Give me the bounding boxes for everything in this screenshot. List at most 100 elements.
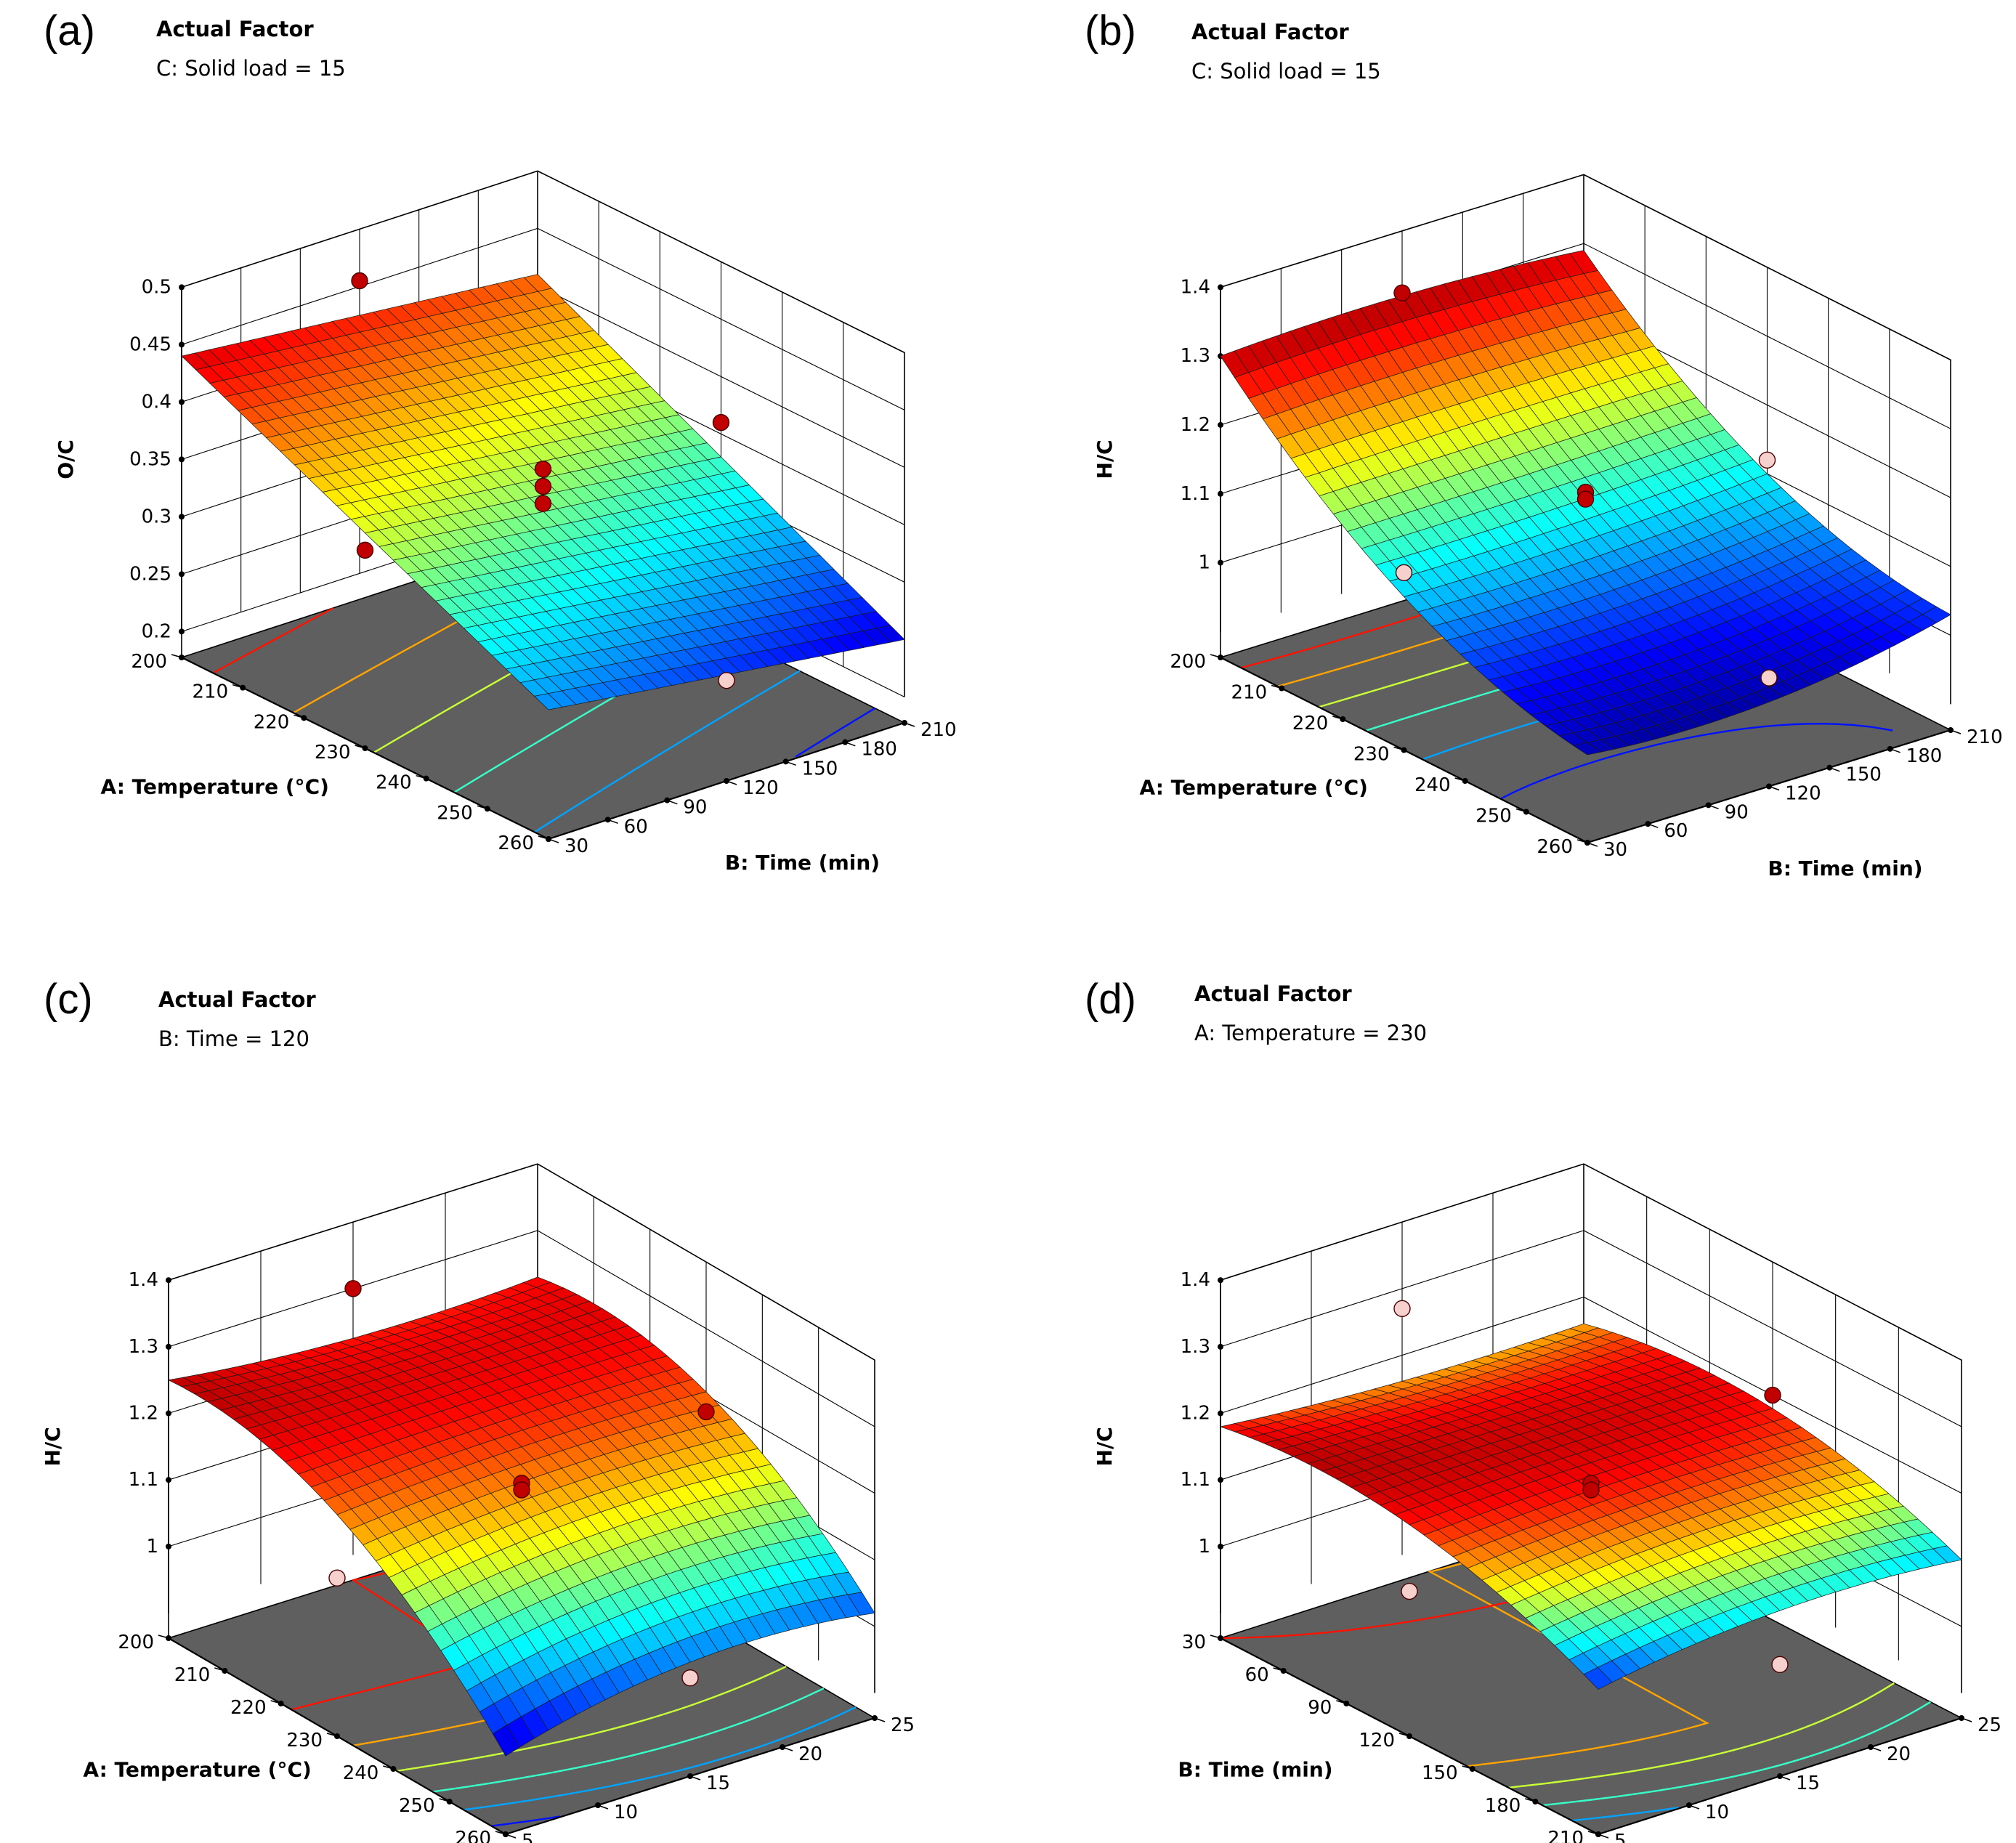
- x-tick-mark: [1336, 1700, 1347, 1704]
- contour-line: [1542, 1701, 1931, 1807]
- x-tick-mark: [1398, 1733, 1410, 1737]
- x-tick-label: 220: [254, 711, 290, 733]
- z-gridline: [181, 170, 905, 353]
- x-tick-mark: [171, 654, 182, 658]
- y-tick-label: 120: [742, 777, 779, 799]
- design-point-above: [1393, 284, 1411, 301]
- y-tick-label: 120: [1785, 783, 1821, 805]
- x-tick-mark: [294, 714, 304, 719]
- y-tick-mark: [845, 741, 856, 747]
- x-tick-label: 230: [315, 742, 351, 763]
- contour-line: [1571, 1806, 1680, 1822]
- x-tick-mark: [383, 1765, 394, 1770]
- z-tick-label: 1.2: [1181, 1403, 1210, 1425]
- x-tick-mark: [1515, 808, 1527, 813]
- actual-factor-title: Actual Factor: [1191, 20, 1349, 44]
- design-point-below: [1401, 1582, 1418, 1600]
- z-tick-label: 0.5: [142, 276, 171, 298]
- surface-cell: [492, 1725, 520, 1757]
- x-tick-label: 220: [230, 1697, 267, 1719]
- z-tick-label: 0.3: [142, 506, 171, 527]
- axes: 200 210 220 230 240 250 260 5 10 15 20 25 1 1.1 1.2 1.3…: [118, 1269, 915, 1843]
- axes: 200 210 220 230 240 250 260 30 60 90 120 150 180 210 1…: [1170, 276, 2002, 861]
- x-tick-label: 30: [1182, 1632, 1206, 1653]
- response-surface: [181, 274, 905, 710]
- x-tick-label: 230: [1353, 744, 1390, 766]
- panel-0: 200 210 220 230 240 250 260 30 60 90 120 150 180 210 0…: [44, 7, 957, 875]
- design-points: [351, 272, 735, 689]
- contour-line: [534, 670, 801, 833]
- x-tick-label: 120: [1359, 1730, 1395, 1751]
- y-tick-label: 25: [891, 1714, 915, 1736]
- z-axis-label: H/C: [1093, 1427, 1117, 1466]
- y-tick-mark: [1708, 804, 1719, 810]
- actual-factor-title: Actual Factor: [158, 987, 316, 1012]
- x-tick-mark: [1462, 1765, 1473, 1770]
- z-tick-label: 1.1: [129, 1469, 158, 1491]
- design-points: [328, 1280, 715, 1687]
- x-tick-mark: [477, 805, 488, 810]
- x-tick-label: 60: [1245, 1664, 1269, 1686]
- y-tick-mark: [782, 1746, 793, 1751]
- design-point-above: [344, 1280, 362, 1297]
- design-point-above: [697, 1403, 715, 1421]
- x-tick-label: 240: [343, 1762, 379, 1784]
- surface-cell: [1583, 1666, 1613, 1690]
- x-tick-mark: [1454, 777, 1465, 782]
- z-tick-label: 0.25: [129, 563, 171, 585]
- x-tick-label: 90: [1308, 1697, 1332, 1719]
- y-tick-mark: [689, 1775, 701, 1781]
- y-axis-label: B: Time (min): [725, 851, 880, 875]
- contour-line: [432, 1688, 825, 1793]
- panel-2: 200 210 220 230 240 250 260 5 10 15 20 25 1 1.1 1.2 1.3…: [41, 976, 915, 1843]
- y-tick-label: 10: [1705, 1802, 1729, 1823]
- x-tick-label: 240: [376, 772, 412, 794]
- z-tick-label: 1: [1198, 552, 1210, 574]
- z-axis-label: H/C: [1093, 440, 1117, 479]
- x-tick-mark: [355, 745, 365, 749]
- x-tick-mark: [1393, 746, 1404, 751]
- actual-factor-value: C: Solid load = 15: [1191, 59, 1381, 84]
- y-tick-mark: [1950, 729, 1962, 734]
- design-point-below: [681, 1669, 699, 1687]
- x-axis-label: B: Time (min): [1178, 1758, 1332, 1782]
- y-tick-label: 60: [624, 816, 648, 838]
- response-surface: [167, 1276, 875, 1757]
- y-tick-mark: [785, 761, 796, 766]
- y-tick-label: 180: [861, 739, 897, 761]
- y-tick-mark: [726, 780, 737, 785]
- design-point-below: [1771, 1656, 1789, 1674]
- design-point-above: [534, 477, 552, 495]
- panel-3: 30 60 90 120 150 180 210 5 10 15 20 25 1 1.1 1.2 1.3 1.4…: [1085, 976, 2001, 1843]
- design-point-below: [328, 1569, 346, 1587]
- design-point-above: [1764, 1386, 1781, 1404]
- y-tick-label: 30: [564, 835, 588, 857]
- x-tick-label: 210: [1231, 682, 1268, 704]
- panel-letter: (a): [44, 7, 95, 54]
- x-tick-mark: [214, 1667, 225, 1672]
- x-tick-mark: [326, 1733, 338, 1737]
- y-tick-mark: [597, 1804, 609, 1810]
- y-tick-label: 20: [1887, 1743, 1911, 1765]
- x-tick-label: 260: [455, 1828, 491, 1843]
- design-point-above: [1582, 1481, 1600, 1499]
- contour-line: [1508, 1682, 1895, 1789]
- y-tick-mark: [505, 1834, 517, 1839]
- y-tick-mark: [667, 799, 678, 805]
- y-tick-label: 10: [614, 1802, 638, 1823]
- x-tick-label: 150: [1422, 1762, 1458, 1784]
- x-tick-label: 210: [193, 681, 229, 703]
- y-tick-mark: [548, 838, 559, 843]
- y-tick-label: 15: [706, 1773, 730, 1794]
- y-axis-label: B: Time (min): [1768, 856, 1922, 880]
- z-tick-label: 1.4: [129, 1269, 158, 1291]
- contour-line: [463, 1706, 857, 1811]
- design-point-above: [712, 413, 730, 432]
- y-tick-mark: [1870, 1746, 1882, 1751]
- x-tick-mark: [158, 1635, 169, 1639]
- y-tick-mark: [904, 722, 915, 727]
- surface-cell: [533, 693, 563, 710]
- x-tick-mark: [416, 774, 426, 779]
- y-tick-label: 60: [1664, 820, 1688, 842]
- y-tick-label: 25: [1977, 1714, 2001, 1736]
